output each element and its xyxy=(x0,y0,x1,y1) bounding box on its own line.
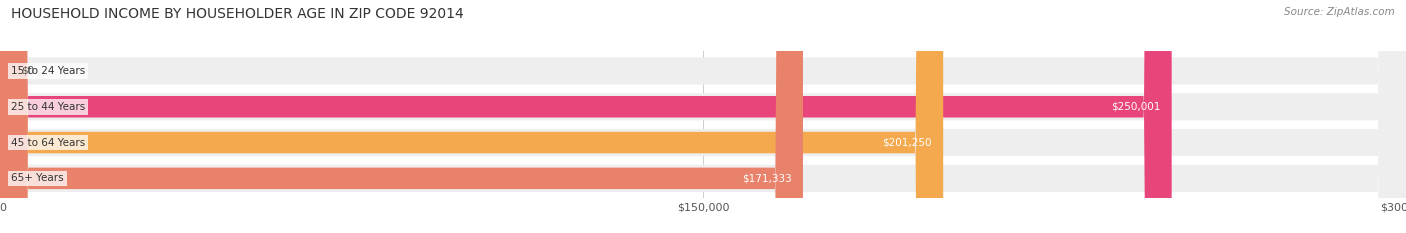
FancyBboxPatch shape xyxy=(0,0,803,233)
Text: $201,250: $201,250 xyxy=(883,137,932,147)
FancyBboxPatch shape xyxy=(0,0,943,233)
Text: $171,333: $171,333 xyxy=(742,173,792,183)
Text: Source: ZipAtlas.com: Source: ZipAtlas.com xyxy=(1284,7,1395,17)
Text: 25 to 44 Years: 25 to 44 Years xyxy=(11,102,86,112)
Text: HOUSEHOLD INCOME BY HOUSEHOLDER AGE IN ZIP CODE 92014: HOUSEHOLD INCOME BY HOUSEHOLDER AGE IN Z… xyxy=(11,7,464,21)
Text: $0: $0 xyxy=(21,66,34,76)
FancyBboxPatch shape xyxy=(0,0,17,233)
Text: $250,001: $250,001 xyxy=(1111,102,1160,112)
Text: 15 to 24 Years: 15 to 24 Years xyxy=(11,66,86,76)
Text: 45 to 64 Years: 45 to 64 Years xyxy=(11,137,86,147)
Text: 65+ Years: 65+ Years xyxy=(11,173,63,183)
FancyBboxPatch shape xyxy=(0,0,1171,233)
